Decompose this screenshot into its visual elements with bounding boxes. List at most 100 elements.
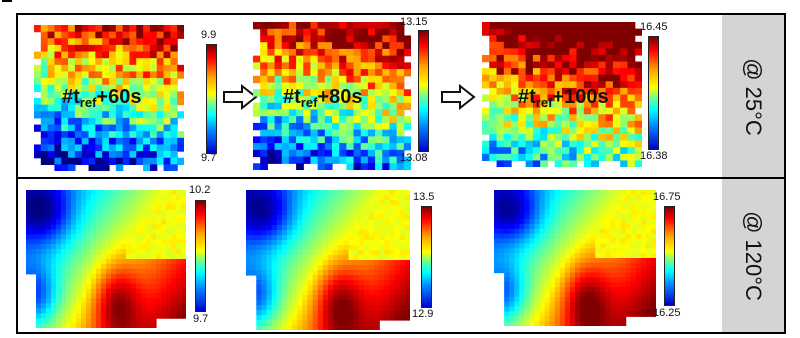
heatmap-cell — [61, 268, 67, 275]
heatmap-cell — [91, 273, 97, 280]
heatmap-cell — [580, 277, 586, 283]
heatmap-cell — [71, 263, 77, 270]
heatmap-cell — [76, 273, 82, 280]
heatmap-cell — [600, 282, 606, 288]
heatmap-cell — [358, 200, 365, 206]
heatmap-cell — [650, 199, 656, 206]
heatmap-cell — [292, 320, 298, 326]
heatmap-cell — [261, 290, 268, 296]
heatmap-cell — [333, 285, 339, 291]
heatmap-cell — [549, 238, 556, 245]
heatmap-cell — [514, 282, 520, 288]
heatmap-cell — [367, 89, 376, 97]
heatmap-cell — [580, 209, 586, 215]
heatmap-cell — [297, 215, 303, 221]
heatmap-cell — [482, 127, 490, 135]
heatmap-cell — [47, 98, 56, 106]
heatmap-cell — [141, 199, 147, 206]
heatmap-cell — [161, 214, 167, 221]
heatmap-cell — [136, 298, 142, 304]
heatmap-cell — [384, 220, 391, 226]
heatmap-cell — [156, 308, 162, 314]
heatmap-cell — [161, 244, 167, 250]
heatmap-cell — [605, 190, 612, 196]
heatmap-cell — [382, 122, 391, 131]
heatmap-cell — [303, 116, 312, 124]
heatmap-cell — [348, 215, 355, 221]
heatmap-cell — [539, 214, 546, 220]
heatmap-cell — [534, 199, 541, 206]
heatmap-cell — [176, 293, 182, 300]
heatmap-cell — [504, 243, 510, 249]
heatmap-cell — [591, 48, 599, 56]
heatmap-cell — [26, 194, 32, 201]
heatmap-cell — [539, 321, 546, 326]
heatmap-cell — [51, 204, 57, 211]
heatmap-cell — [91, 229, 97, 235]
heatmap-cell — [569, 238, 576, 245]
heatmap-cell — [81, 298, 87, 304]
heatmap-cell — [489, 101, 498, 109]
heatmap-cell — [399, 220, 406, 226]
heatmap-cell — [518, 35, 527, 43]
heatmap-cell — [176, 278, 182, 285]
heatmap-cell — [271, 220, 278, 226]
heatmap-cell — [645, 224, 652, 230]
heatmap-cell — [281, 156, 290, 164]
heatmap-cell — [61, 199, 67, 206]
heatmap-cell — [496, 41, 505, 49]
heatmap-cell — [141, 254, 147, 260]
heatmap-cell — [525, 114, 534, 122]
heatmap-cell — [111, 278, 117, 285]
heatmap-cell — [66, 244, 72, 250]
heatmap-cell — [640, 292, 647, 298]
heatmap-cell — [274, 116, 283, 124]
heatmap-cell — [532, 134, 541, 142]
heatmap-cell — [591, 22, 599, 30]
heatmap-cell — [511, 94, 519, 102]
heatmap-cell — [360, 122, 369, 131]
heatmap-cell — [353, 310, 360, 316]
heatmap-cell — [76, 308, 82, 314]
heatmap-cell — [374, 220, 380, 226]
heatmap-cell — [156, 293, 162, 300]
heatmap-cell — [605, 87, 614, 96]
heatmap-cell — [549, 228, 556, 235]
heatmap-cell — [615, 233, 622, 240]
heatmap-cell — [540, 87, 549, 96]
heatmap-cell — [519, 301, 525, 308]
heatmap-cell — [40, 44, 49, 53]
heatmap-cell — [166, 249, 172, 255]
heatmap-cell — [95, 164, 103, 171]
heatmap-cell — [143, 104, 151, 112]
heatmap-cell — [396, 96, 405, 104]
heatmap-cell — [379, 195, 385, 201]
heatmap-cell — [524, 219, 531, 225]
heatmap-cell — [374, 210, 380, 216]
heatmap-cell — [403, 116, 411, 124]
heatmap-cell — [394, 215, 401, 221]
heatmap-cell — [576, 35, 585, 43]
heatmap-cell — [547, 54, 556, 63]
heatmap-cell — [276, 205, 283, 211]
heatmap-cell — [312, 305, 319, 311]
heatmap-cell — [595, 228, 601, 235]
heatmap-cell — [151, 214, 157, 221]
heatmap-cell — [91, 219, 97, 226]
heatmap-cell — [181, 313, 186, 319]
heatmap-cell — [91, 283, 97, 290]
heatmap-cell — [302, 245, 309, 251]
heatmap-cell — [166, 224, 172, 231]
heatmap-cell — [276, 285, 283, 291]
heatmap-cell — [333, 265, 339, 271]
heatmap-cell — [307, 260, 314, 266]
heatmap-cell — [620, 81, 629, 89]
heatmap-cell — [106, 273, 112, 280]
heatmap-cell — [256, 245, 262, 251]
heatmap-cell — [576, 101, 585, 109]
heatmap-cell — [156, 38, 165, 46]
heatmap-cell — [47, 38, 56, 46]
heatmap-cell — [348, 275, 355, 281]
heatmap-cell — [394, 190, 401, 196]
heatmap-cell — [630, 311, 637, 317]
